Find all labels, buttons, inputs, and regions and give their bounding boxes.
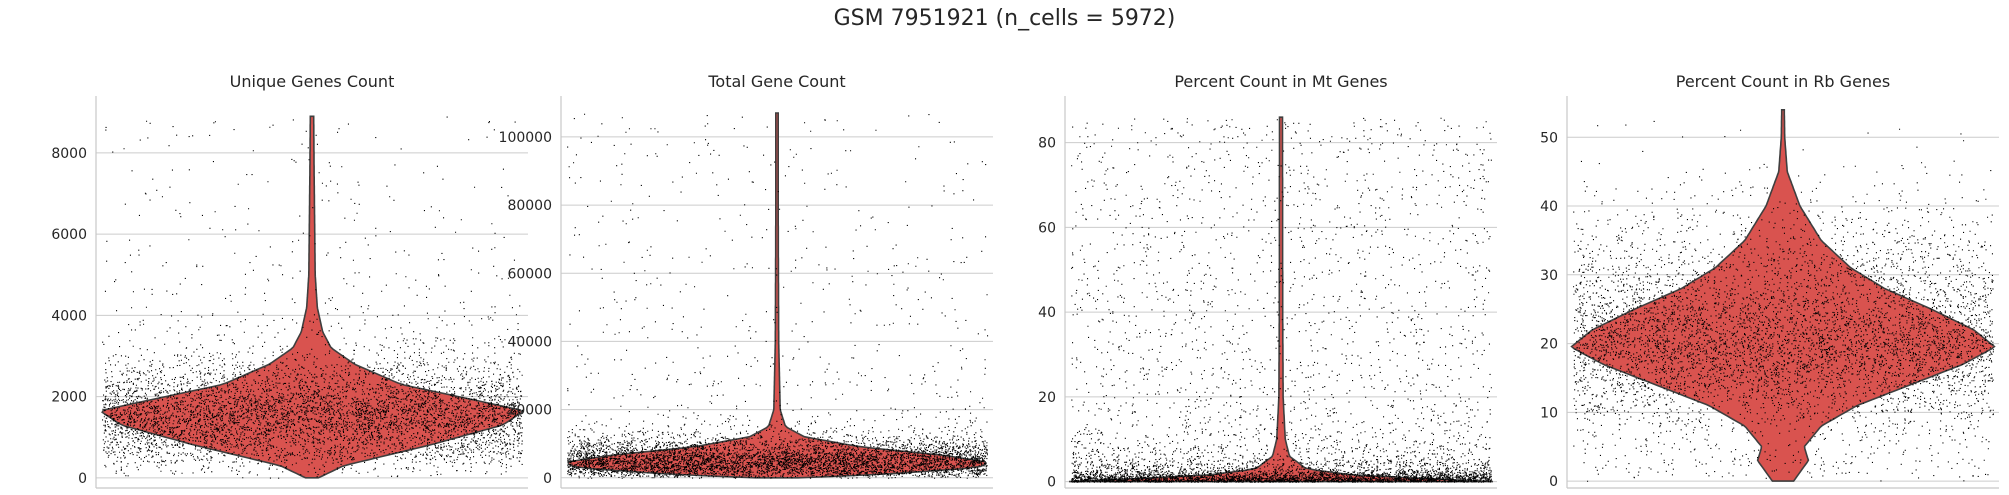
violin-panel-rb-genes: Percent Count in Rb Genes 0 10 20 30 40 50 xyxy=(1540,72,1999,490)
y-tick-label: 20 xyxy=(1540,337,1558,353)
violin-body xyxy=(101,115,523,479)
y-tick-label: 60000 xyxy=(507,266,552,282)
y-tick-label: 0 xyxy=(1549,474,1558,490)
y-tick-label: 6000 xyxy=(51,227,87,243)
y-tick-label: 4000 xyxy=(51,308,87,324)
violin-panel-mt-genes: Percent Count in Mt Genes 0 20 40 60 80 xyxy=(1038,72,1497,491)
y-tick-label: 80 xyxy=(1038,136,1056,152)
panel-title: Unique Genes Count xyxy=(230,72,395,91)
jitter-points xyxy=(1573,120,1994,482)
y-tick-label: 40 xyxy=(1038,305,1056,321)
y-tick-label: 80000 xyxy=(507,198,552,214)
y-tick-label: 2000 xyxy=(51,390,87,406)
violin-body xyxy=(567,112,987,479)
figure-title: GSM 7951921 (n_cells = 5972) xyxy=(833,6,1176,31)
violin-panel-unique-genes: Unique Genes Count 0 2000 4000 6000 8000 xyxy=(51,72,528,489)
y-tick-label: 8000 xyxy=(51,146,87,162)
y-tick-label: 10 xyxy=(1540,405,1558,421)
y-tick-label: 40 xyxy=(1540,199,1558,215)
y-tick-label: 0 xyxy=(543,471,552,487)
panel-title: Percent Count in Rb Genes xyxy=(1676,72,1890,91)
y-tick-label: 0 xyxy=(78,471,87,487)
data-point-cloud xyxy=(1573,120,1994,482)
y-tick-label: 50 xyxy=(1540,130,1558,146)
violin-body xyxy=(1570,109,1996,482)
y-tick-label: 30 xyxy=(1540,268,1558,284)
panel-title: Percent Count in Mt Genes xyxy=(1174,72,1387,91)
y-tick-label: 20 xyxy=(1038,390,1056,406)
panel-title: Total Gene Count xyxy=(707,72,845,91)
y-tick-label: 40000 xyxy=(507,334,552,350)
violin-body xyxy=(1068,116,1494,483)
y-tick-label: 20000 xyxy=(507,403,552,419)
y-tick-label: 60 xyxy=(1038,220,1056,236)
y-tick-label: 0 xyxy=(1047,475,1056,491)
y-tick-label: 100000 xyxy=(499,130,552,146)
violin-panel-total-gene-count: Total Gene Count 0 20000 40000 60000 80000 100… xyxy=(499,72,993,489)
